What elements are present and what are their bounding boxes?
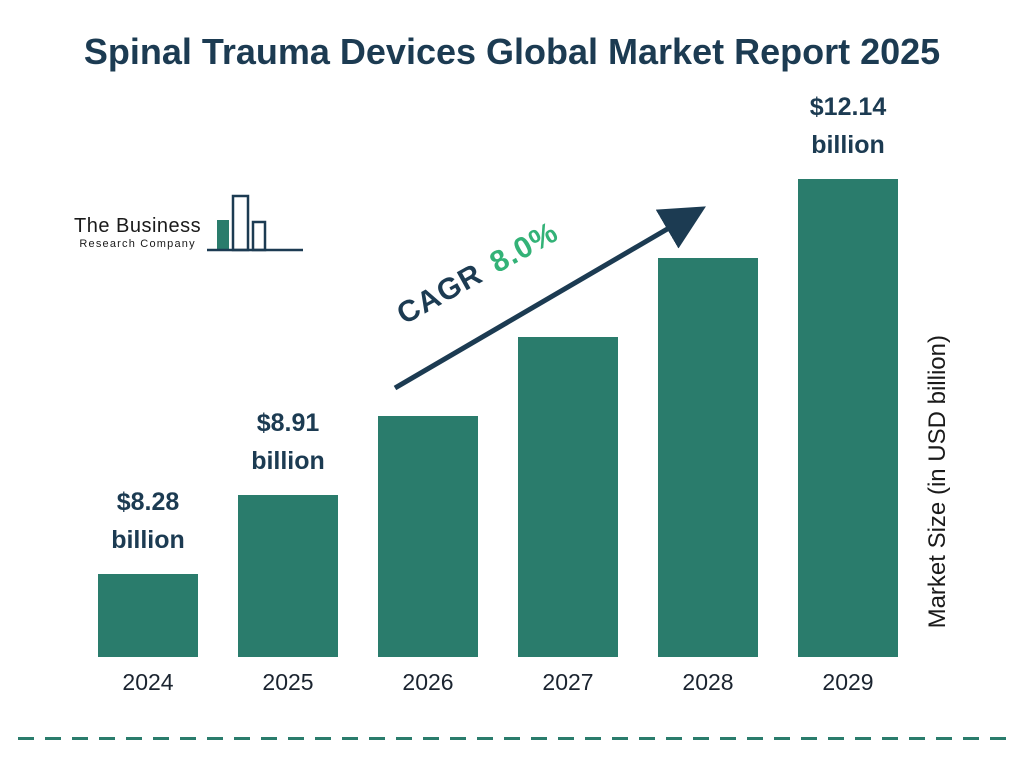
growth-arrow-icon bbox=[393, 206, 706, 391]
bar-value-label: $8.28 billion bbox=[111, 487, 185, 555]
x-axis-label-2024: 2024 bbox=[122, 669, 174, 695]
bar-column-2028: 2028 bbox=[658, 258, 758, 696]
bar-column-2025: $8.91 billion 2025 bbox=[238, 404, 338, 697]
bar-column-2027: 2027 bbox=[518, 337, 618, 696]
bar-2027 bbox=[518, 337, 618, 657]
bar-value-label: $12.14 billion bbox=[809, 92, 887, 160]
bar-2029 bbox=[798, 179, 898, 657]
bar-chart-logo-icon bbox=[207, 194, 304, 252]
x-axis-label-2028: 2028 bbox=[682, 669, 734, 695]
x-axis-label-2026: 2026 bbox=[402, 669, 454, 695]
bar-2026 bbox=[378, 416, 478, 657]
x-axis-label-2025: 2025 bbox=[262, 669, 314, 695]
y-axis-label: Market Size (in USD billion) bbox=[924, 335, 951, 629]
x-axis-label-2029: 2029 bbox=[822, 669, 874, 695]
x-axis-label-2027: 2027 bbox=[542, 669, 594, 695]
bar-column-2029: $12.14 billion 2029 bbox=[798, 88, 898, 697]
bottom-dashed-divider bbox=[18, 737, 1006, 740]
bar-chart: $8.28 billion 2024 $8.91 billion 2025 2026 2027… bbox=[98, 88, 898, 697]
bar-column-2024: $8.28 billion 2024 bbox=[98, 483, 198, 697]
bar-2028 bbox=[658, 258, 758, 657]
page-title: Spinal Trauma Devices Global Market Repo… bbox=[83, 31, 941, 72]
bar-value-label: $8.91 billion bbox=[251, 408, 325, 476]
company-logo: The Business Research Company bbox=[74, 192, 304, 256]
bar-2025 bbox=[238, 495, 338, 657]
bar-column-2026: 2026 bbox=[378, 416, 478, 696]
logo-text-line1: The Business bbox=[74, 215, 202, 237]
company-logo-text: The Business Research Company bbox=[74, 215, 201, 256]
logo-text-line2: Research Company bbox=[79, 238, 196, 250]
bar-2024 bbox=[98, 574, 198, 657]
